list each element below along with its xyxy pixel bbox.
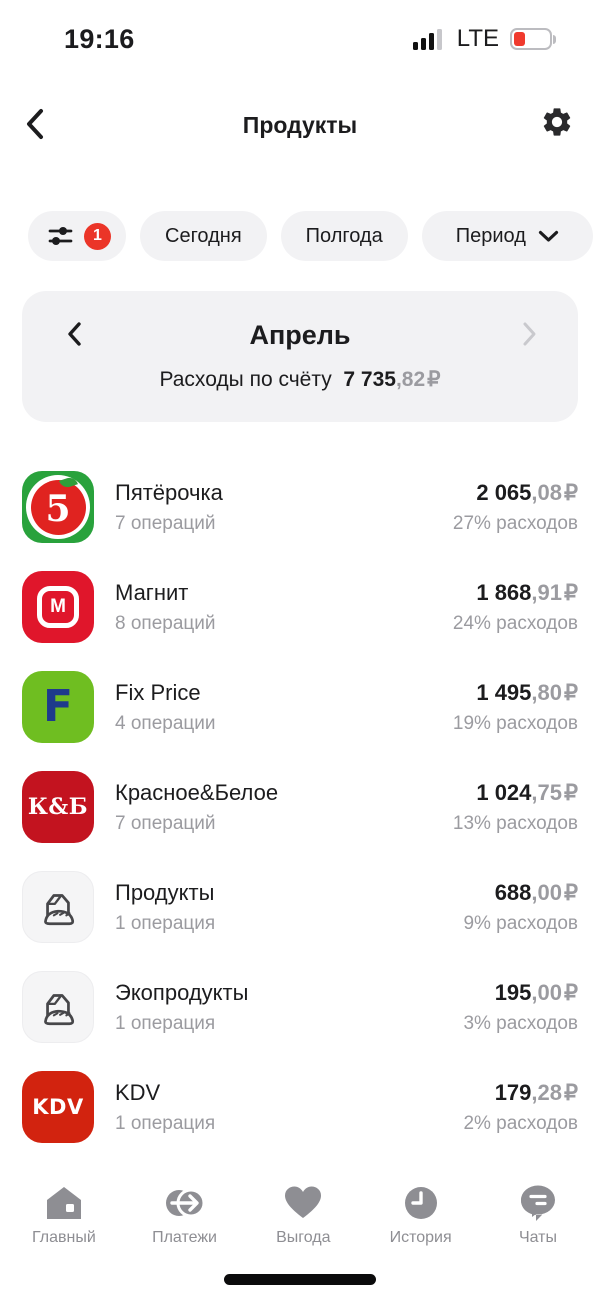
expenses-amount-frac: ,82 (395, 368, 426, 391)
tab-label: Главный (32, 1229, 96, 1246)
month-title: Апрель (249, 319, 351, 350)
list-item-ekoprodukty[interactable]: Экопродукты 1 операция 195,00₽ 3% расход… (0, 957, 600, 1057)
period-summary-card: Апрель Расходы по счёту 7 735,82₽ (22, 291, 578, 422)
payments-icon (165, 1188, 206, 1218)
clock-icon (404, 1187, 437, 1219)
merchant-name: Красное&Белое (115, 779, 279, 805)
merchant-list: 5 Пятёрочка 7 операций 2 065,08₽ 27% рас… (0, 457, 600, 1157)
merchant-amount: 1 868,91₽ (476, 579, 578, 605)
gear-icon (543, 108, 571, 136)
account-expenses-line: Расходы по счёту 7 735,82₽ (52, 367, 548, 392)
tab-bar: Главный Платежи Выгода История Чаты (0, 1183, 600, 1248)
back-button[interactable] (24, 106, 46, 145)
merchant-percent: 9% расходов (463, 912, 578, 934)
merchant-name: Пятёрочка (115, 479, 223, 505)
tab-label: История (389, 1229, 452, 1246)
fix-price-logo: F (22, 671, 94, 743)
currency-symbol: ₽ (427, 368, 441, 391)
merchant-name: Магнит (115, 579, 189, 605)
merchant-percent: 13% расходов (452, 812, 578, 834)
chip-today-label: Сегодня (165, 224, 242, 247)
chevron-down-icon (538, 230, 558, 242)
list-item-fix-price[interactable]: F Fix Price 4 операции 1 495,80₽ 19% рас… (0, 657, 600, 757)
merchant-amount: 688,00₽ (494, 879, 578, 905)
merchant-name: KDV (115, 1079, 161, 1105)
tab-home[interactable]: Главный (26, 1183, 102, 1248)
merchant-percent: 2% расходов (463, 1112, 578, 1134)
network-type-label: LTE (456, 25, 499, 52)
chip-half-year[interactable]: Полгода (280, 211, 408, 261)
settings-button[interactable] (540, 105, 574, 142)
next-month-button[interactable] (521, 320, 538, 351)
filter-count-badge: 1 (84, 222, 111, 250)
chip-half-year-label: Полгода (305, 224, 383, 247)
tab-label: Выгода (276, 1229, 331, 1246)
list-item-pyaterochka[interactable]: 5 Пятёрочка 7 операций 2 065,08₽ 27% рас… (0, 457, 600, 557)
merchant-amount: 1 495,80₽ (476, 679, 578, 705)
merchant-amount: 2 065,08₽ (476, 479, 578, 505)
filters-button[interactable]: 1 (28, 211, 126, 261)
chevron-left-icon (68, 322, 81, 346)
signal-strength-icon (412, 29, 442, 50)
merchant-operations: 7 операций (115, 812, 216, 834)
battery-low-icon (510, 28, 556, 50)
merchant-amount: 179,28₽ (494, 1079, 578, 1105)
sliders-icon (48, 227, 73, 245)
merchant-amount: 1 024,75₽ (476, 779, 578, 805)
krasnoe-beloe-logo: К&Б (22, 771, 94, 843)
chevron-right-icon (523, 322, 536, 346)
chip-period[interactable]: Период (421, 211, 593, 261)
home-icon (46, 1187, 81, 1219)
list-item-krasnoe-beloe[interactable]: К&Б Красное&Белое 7 операций 1 024,75₽ 1… (0, 757, 600, 857)
tab-history[interactable]: История (384, 1183, 458, 1248)
expenses-label: Расходы по счёту (159, 368, 332, 391)
merchant-operations: 1 операция (115, 1112, 216, 1134)
home-indicator[interactable] (224, 1274, 376, 1285)
merchant-operations: 4 операции (115, 712, 216, 734)
tab-payments[interactable]: Платежи (146, 1183, 223, 1248)
pyaterochka-logo: 5 (22, 471, 94, 543)
merchant-percent: 27% расходов (452, 512, 578, 534)
merchant-percent: 19% расходов (452, 712, 578, 734)
tab-label: Платежи (152, 1229, 217, 1246)
kdv-logo: KDV (22, 1071, 94, 1143)
status-bar: 19:16 LTE (0, 0, 600, 58)
groceries-icon (22, 871, 94, 943)
merchant-operations: 7 операций (115, 512, 216, 534)
filter-chip-row: 1 Сегодня Полгода Период (0, 211, 600, 261)
merchant-name: Fix Price (115, 679, 201, 705)
status-time: 19:16 (64, 23, 135, 54)
heart-icon (285, 1186, 322, 1218)
list-item-kdv[interactable]: KDV KDV 1 операция 179,28₽ 2% расходов (0, 1057, 600, 1157)
nav-header: Продукты (0, 96, 600, 154)
merchant-operations: 1 операция (115, 912, 216, 934)
chip-today[interactable]: Сегодня (140, 211, 267, 261)
merchant-percent: 24% расходов (452, 612, 578, 634)
groceries-icon (22, 971, 94, 1043)
list-item-magnit[interactable]: М Магнит 8 операций 1 868,91₽ 24% расход… (0, 557, 600, 657)
chip-period-label: Период (455, 224, 526, 247)
expenses-amount-int: 7 735 (343, 368, 396, 391)
tab-chats[interactable]: Чаты (502, 1183, 574, 1248)
merchant-operations: 8 операций (115, 612, 216, 634)
merchant-operations: 1 операция (115, 1012, 216, 1034)
chat-icon (520, 1185, 555, 1221)
merchant-percent: 3% расходов (463, 1012, 578, 1034)
page-title: Продукты (242, 111, 358, 138)
chevron-left-icon (27, 109, 43, 139)
merchant-name: Продукты (115, 879, 215, 905)
magnit-logo: М (22, 571, 94, 643)
leaf-icon (58, 475, 78, 489)
prev-month-button[interactable] (66, 320, 83, 351)
tab-benefit[interactable]: Выгода (267, 1183, 339, 1248)
merchant-name: Экопродукты (115, 979, 249, 1005)
merchant-amount: 195,00₽ (494, 979, 578, 1005)
list-item-produkty[interactable]: Продукты 1 операция 688,00₽ 9% расходов (0, 857, 600, 957)
tab-label: Чаты (518, 1229, 557, 1246)
status-indicators: LTE (412, 25, 556, 53)
